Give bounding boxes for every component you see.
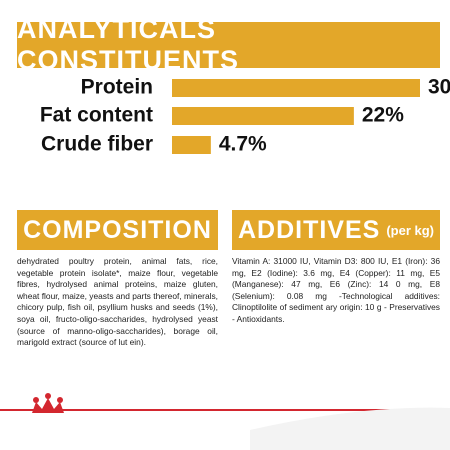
footer-sweep [250, 407, 450, 450]
composition-title: COMPOSITION [17, 210, 218, 250]
category-label: Protein [81, 76, 153, 99]
additives-subtitle: (per kg) [386, 222, 435, 238]
composition-text: dehydrated poultry protein, animal fats,… [17, 256, 218, 348]
additives-text: Vitamin A: 31000 IU, Vitamin D3: 800 IU,… [232, 256, 440, 324]
additives-title: ADDITIVES [237, 215, 381, 244]
category-label: Crude fiber [41, 133, 153, 156]
value-label: 4.7% [219, 133, 267, 156]
category-label: Fat content [40, 104, 153, 127]
value-label: 30% [428, 76, 450, 99]
bar [172, 79, 420, 97]
chart: Protein 30% Fat content 22% Crude fiber 4.7% [40, 76, 450, 156]
additives-header: ADDITIVES (per kg) [232, 210, 440, 250]
crown-logo [32, 393, 64, 413]
value-label: 22% [362, 104, 404, 127]
bar [172, 107, 354, 125]
bar [172, 136, 211, 154]
